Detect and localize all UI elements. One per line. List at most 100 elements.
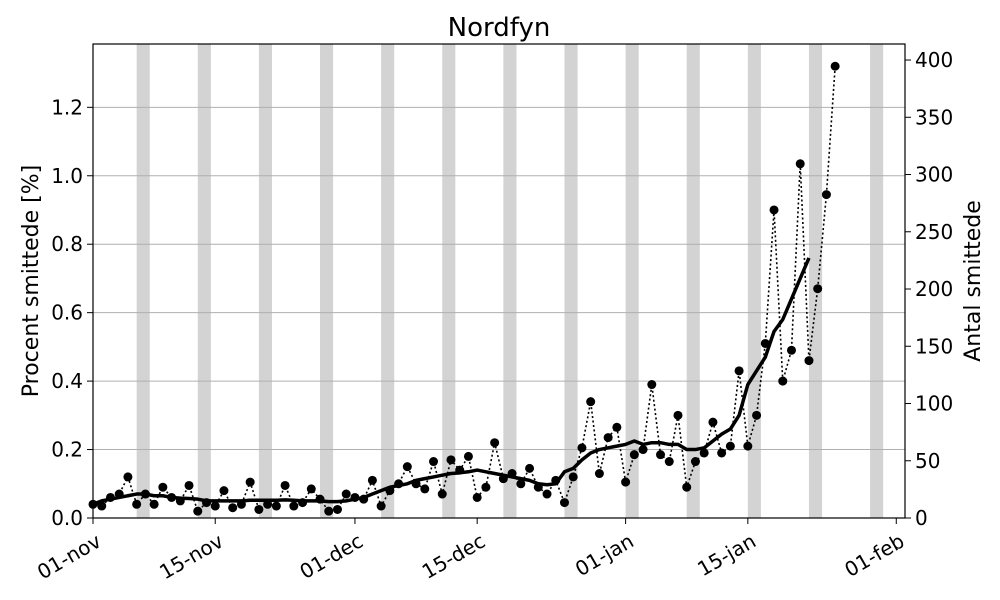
data-point <box>516 479 526 489</box>
data-point <box>769 205 779 215</box>
data-point <box>725 441 735 451</box>
data-point <box>359 494 369 504</box>
y-right-tick-label: 400 <box>915 48 953 72</box>
x-tick-label: 01-dec <box>296 529 367 584</box>
data-point <box>280 480 290 490</box>
data-point <box>245 477 255 487</box>
data-point <box>629 450 639 460</box>
data-point <box>376 501 386 511</box>
data-point <box>228 503 238 513</box>
weekend-shading <box>136 44 884 518</box>
data-point <box>559 498 569 508</box>
data-point <box>743 441 753 451</box>
x-tick-label: 01-feb <box>840 529 908 582</box>
data-point <box>481 482 491 492</box>
data-point <box>158 482 168 492</box>
data-point <box>132 499 142 509</box>
data-point <box>350 492 360 502</box>
data-point <box>236 499 246 509</box>
data-point <box>699 448 709 458</box>
data-point <box>490 438 500 448</box>
weekend-band <box>564 44 578 518</box>
data-point <box>97 501 107 511</box>
data-point <box>664 457 674 467</box>
smoothed-series-line <box>92 257 811 506</box>
data-point <box>420 484 430 494</box>
data-point <box>804 356 814 366</box>
data-point <box>193 506 203 516</box>
data-point <box>594 469 604 479</box>
data-point <box>175 496 185 506</box>
weekend-band <box>870 44 884 518</box>
data-point <box>402 462 412 472</box>
data-point <box>437 489 447 499</box>
x-tick-label: 15-jan <box>693 529 760 581</box>
data-point <box>306 484 316 494</box>
data-point <box>734 366 744 376</box>
y-tick-label: 0.8 <box>51 232 83 256</box>
data-point <box>690 457 700 467</box>
data-point <box>813 284 823 294</box>
data-point <box>647 380 657 390</box>
y-right-tick-label: 50 <box>915 449 940 473</box>
weekend-band <box>808 44 823 518</box>
weekend-band <box>136 44 150 518</box>
data-point <box>786 345 796 355</box>
grid-lines <box>93 106 905 451</box>
data-point <box>167 492 177 502</box>
data-point <box>298 498 308 508</box>
chart-title: Nordfyn <box>448 13 551 43</box>
data-point <box>568 472 578 482</box>
data-point <box>551 475 561 485</box>
data-point <box>638 445 648 455</box>
data-point <box>778 376 788 386</box>
data-point <box>621 477 631 487</box>
y-right-tick-label: 200 <box>915 277 953 301</box>
data-point <box>717 448 727 458</box>
y-tick-label: 0.0 <box>51 506 83 530</box>
data-point <box>140 489 150 499</box>
data-point <box>752 410 762 420</box>
y-right-tick-label: 100 <box>915 392 953 416</box>
data-point <box>673 410 683 420</box>
data-point <box>149 499 159 509</box>
x-tick-label: 01-jan <box>571 529 638 581</box>
data-point <box>263 499 273 509</box>
plot-frame <box>92 43 906 519</box>
weekend-band <box>320 44 334 518</box>
y-right-tick-label: 250 <box>915 220 953 244</box>
x-ticks: 01-nov 15-nov 01-dec 15-dec 01-jan 15-jan 01-f… <box>33 518 908 584</box>
data-point <box>525 463 535 473</box>
y-axis-label-left: Procent smittede [%] <box>19 165 44 397</box>
data-point <box>324 506 334 516</box>
data-point <box>577 443 587 453</box>
data-point <box>612 422 622 432</box>
data-point <box>603 433 613 443</box>
y-tick-label: 0.4 <box>51 369 83 393</box>
data-point <box>411 479 421 489</box>
y-tick-label: 0.2 <box>51 438 83 462</box>
weekend-band <box>625 44 639 518</box>
y-right-tick-label: 350 <box>915 105 953 129</box>
data-point <box>105 492 115 502</box>
data-point <box>682 482 692 492</box>
y-ticks-right: 0 50 100 150 200 250 300 350 400 <box>905 48 953 530</box>
y-tick-label: 0.6 <box>51 301 83 325</box>
y-right-tick-label: 0 <box>915 506 928 530</box>
data-point <box>472 492 482 502</box>
data-point <box>219 486 229 496</box>
data-point <box>367 475 377 485</box>
weekend-band <box>381 44 395 518</box>
data-point <box>332 504 342 514</box>
data-markers <box>88 61 840 516</box>
data-point <box>830 61 840 71</box>
data-point <box>202 498 212 508</box>
data-point <box>586 397 596 407</box>
y-right-tick-label: 150 <box>915 334 953 358</box>
data-point <box>656 450 666 460</box>
data-point <box>498 474 508 484</box>
data-point <box>210 501 220 511</box>
weekend-band <box>442 44 456 518</box>
x-tick-label: 15-nov <box>155 529 227 585</box>
